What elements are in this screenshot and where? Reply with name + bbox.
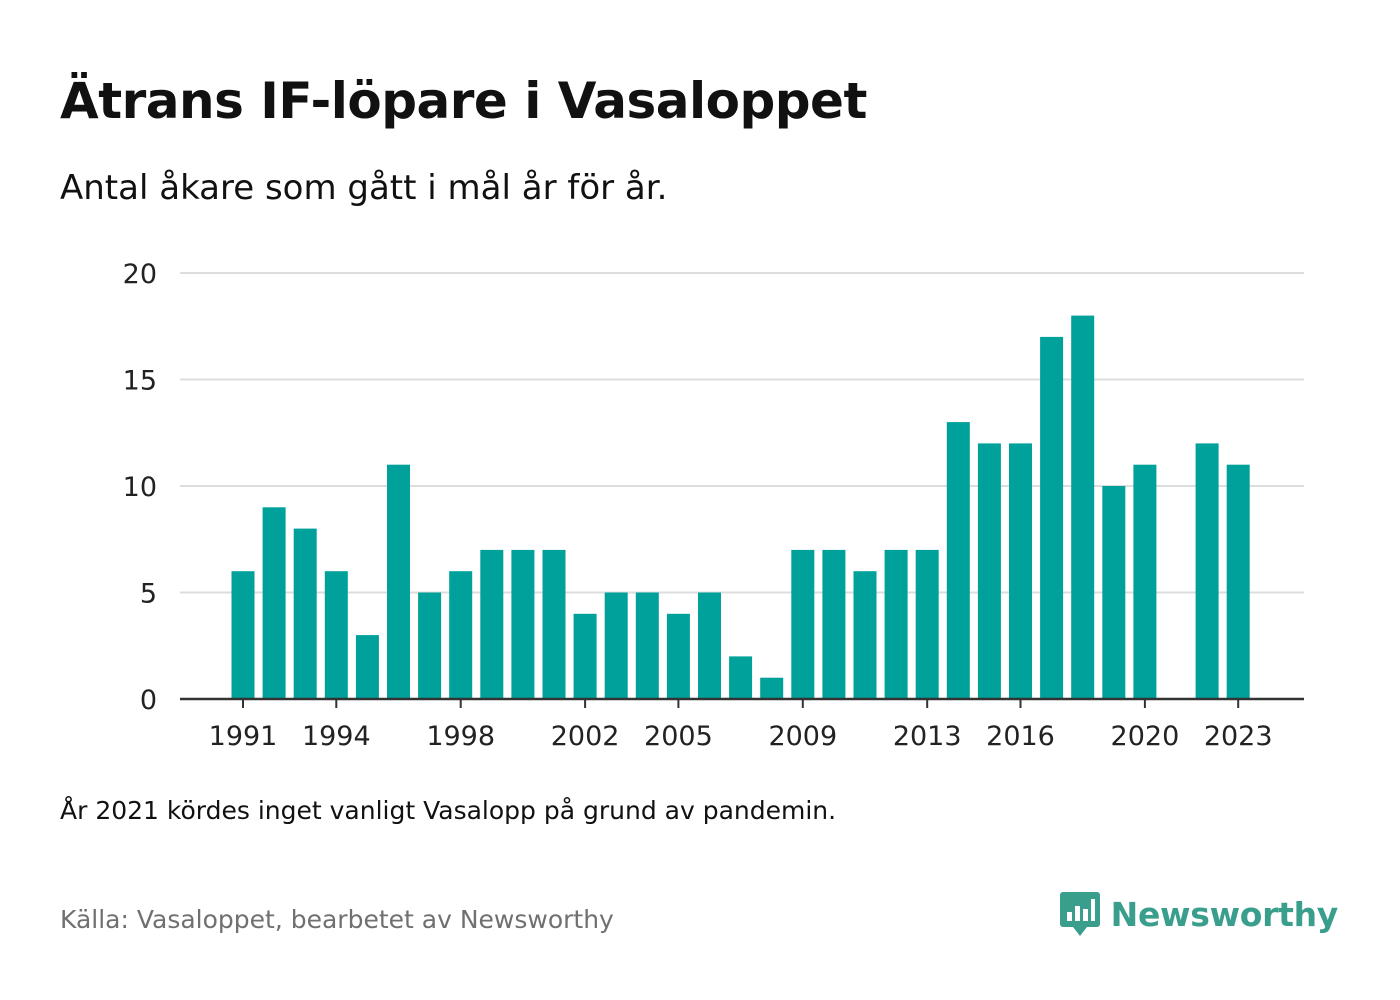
bar-1998 bbox=[449, 571, 473, 699]
bar-1997 bbox=[418, 592, 442, 699]
y-tick-label: 15 bbox=[123, 366, 157, 397]
bar-1999 bbox=[480, 549, 504, 699]
y-tick-label: 0 bbox=[140, 685, 157, 716]
x-tick-label: 2020 bbox=[1111, 721, 1180, 752]
chart-subtitle: Antal åkare som gått i mål år för år. bbox=[60, 168, 668, 208]
x-tick-label: 1991 bbox=[209, 721, 278, 752]
y-tick-label: 5 bbox=[140, 579, 157, 610]
y-tick-label: 10 bbox=[123, 472, 157, 503]
bar-2014 bbox=[946, 422, 970, 699]
bar-2022 bbox=[1195, 443, 1219, 699]
bar-2004 bbox=[635, 592, 659, 699]
bar-2005 bbox=[666, 613, 690, 699]
bar-2003 bbox=[604, 592, 628, 699]
axes: 0 5 10 15 20 1991 1994 1998 2002 2005 2009 2013 2016… bbox=[123, 259, 1304, 752]
bar-1991 bbox=[231, 571, 255, 699]
chart-title: Ätrans IF-löpare i Vasaloppet bbox=[60, 72, 867, 130]
bar-2006 bbox=[698, 592, 721, 699]
bar-2019 bbox=[1102, 486, 1126, 699]
bar-2023 bbox=[1226, 464, 1250, 699]
bar-2016 bbox=[1009, 443, 1032, 699]
bar-1995 bbox=[355, 635, 379, 699]
bar-2012 bbox=[884, 549, 908, 699]
bar-2007 bbox=[729, 656, 753, 699]
x-tick-label: 2023 bbox=[1204, 721, 1273, 752]
x-tick-label: 1994 bbox=[302, 721, 371, 752]
bar-2013 bbox=[915, 549, 939, 699]
bar-2015 bbox=[977, 443, 1001, 699]
x-tick-label: 2002 bbox=[551, 721, 620, 752]
x-tick-label: 2016 bbox=[986, 721, 1055, 752]
bar-2002 bbox=[573, 613, 597, 699]
x-tick-label: 2005 bbox=[644, 721, 713, 752]
bar-2017 bbox=[1040, 336, 1064, 699]
bars bbox=[231, 315, 1250, 699]
x-tick-label: 2009 bbox=[768, 721, 837, 752]
bar-2020 bbox=[1133, 464, 1157, 699]
bar-1994 bbox=[324, 571, 348, 699]
bar-1992 bbox=[262, 507, 286, 699]
bar-2009 bbox=[791, 549, 815, 699]
bar-1996 bbox=[387, 464, 410, 699]
y-tick-label: 20 bbox=[123, 259, 157, 290]
bar-1993 bbox=[293, 528, 317, 699]
bar-2011 bbox=[853, 571, 877, 699]
newsworthy-logo: Newsworthy bbox=[1059, 890, 1338, 938]
bar-2008 bbox=[760, 677, 784, 699]
x-tick-label: 1998 bbox=[426, 721, 495, 752]
brand-name: Newsworthy bbox=[1110, 894, 1339, 934]
bar-chart-pin-icon bbox=[1059, 892, 1100, 936]
bar-2000 bbox=[511, 549, 535, 699]
chart-note: År 2021 kördes inget vanligt Vasalopp på… bbox=[60, 796, 837, 825]
source-text: Källa: Vasaloppet, bearbetet av Newswort… bbox=[60, 905, 614, 934]
bar-2010 bbox=[822, 549, 846, 699]
x-tick-label: 2013 bbox=[893, 721, 962, 752]
bar-2001 bbox=[542, 549, 566, 699]
bar-2018 bbox=[1071, 315, 1095, 699]
